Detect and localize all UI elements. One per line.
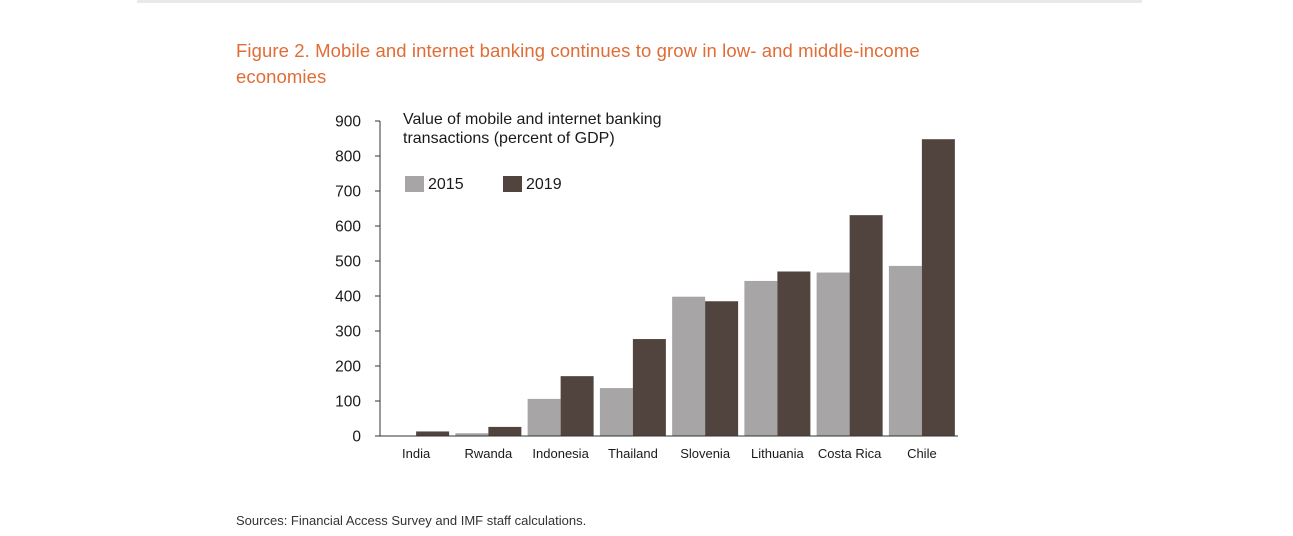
- x-tick-label-costa-rica: Costa Rica: [818, 446, 882, 461]
- bars: [383, 139, 955, 436]
- y-tick-label-200: 200: [335, 359, 361, 376]
- bar-indonesia-2019: [560, 376, 594, 436]
- y-tick-label-100: 100: [335, 394, 361, 411]
- y-tick-label-900: 900: [335, 114, 361, 131]
- legend-swatch-2015: [405, 176, 424, 192]
- bar-thailand-2015: [599, 388, 633, 436]
- bar-rwanda-2015: [455, 433, 489, 436]
- y-tick-label-500: 500: [335, 254, 361, 271]
- legend-label-2015: 2015: [428, 176, 464, 193]
- x-tick-label-indonesia: Indonesia: [532, 446, 589, 461]
- bar-costa-rica-2015: [816, 272, 850, 436]
- y-tick-label-300: 300: [335, 324, 361, 341]
- source-note: Sources: Financial Access Survey and IMF…: [236, 513, 587, 528]
- y-tick-label-400: 400: [335, 289, 361, 306]
- x-tick-label-rwanda: Rwanda: [465, 446, 513, 461]
- x-tick-label-thailand: Thailand: [608, 446, 658, 461]
- x-tick-label-lithuania: Lithuania: [751, 446, 805, 461]
- x-tick-label-chile: Chile: [907, 446, 937, 461]
- y-tick-label-600: 600: [335, 219, 361, 236]
- y-tick-label-800: 800: [335, 149, 361, 166]
- y-tick-label-0: 0: [352, 429, 361, 446]
- bar-lithuania-2015: [744, 280, 778, 436]
- legend-swatch-2019: [503, 176, 522, 192]
- legend: 2015 2019: [405, 176, 562, 193]
- y-axis-ticks: 0 100 200 300 400 500 600 700 800 900: [335, 114, 380, 446]
- top-rule: [137, 0, 1142, 3]
- legend-label-2019: 2019: [526, 176, 562, 193]
- bar-indonesia-2015: [527, 398, 561, 436]
- bar-slovenia-2015: [672, 296, 706, 436]
- bar-rwanda-2019: [488, 426, 522, 436]
- x-axis-labels: India Rwanda Indonesia Thailand Slovenia Lith…: [402, 446, 937, 461]
- y-axis-label-line-1: Value of mobile and internet banking: [403, 111, 662, 128]
- bar-chile-2015: [888, 265, 922, 436]
- bar-india-2019: [416, 431, 450, 436]
- bar-costa-rica-2019: [849, 215, 883, 436]
- bar-thailand-2019: [632, 339, 666, 436]
- y-tick-label-700: 700: [335, 184, 361, 201]
- bar-chile-2019: [921, 139, 955, 436]
- bar-slovenia-2019: [705, 301, 739, 436]
- y-axis-label-line-2: transactions (percent of GDP): [403, 130, 615, 147]
- x-tick-label-slovenia: Slovenia: [680, 446, 731, 461]
- figure-title: Figure 2. Mobile and internet banking co…: [236, 40, 920, 87]
- x-tick-label-india: India: [402, 446, 431, 461]
- bar-lithuania-2019: [777, 271, 811, 436]
